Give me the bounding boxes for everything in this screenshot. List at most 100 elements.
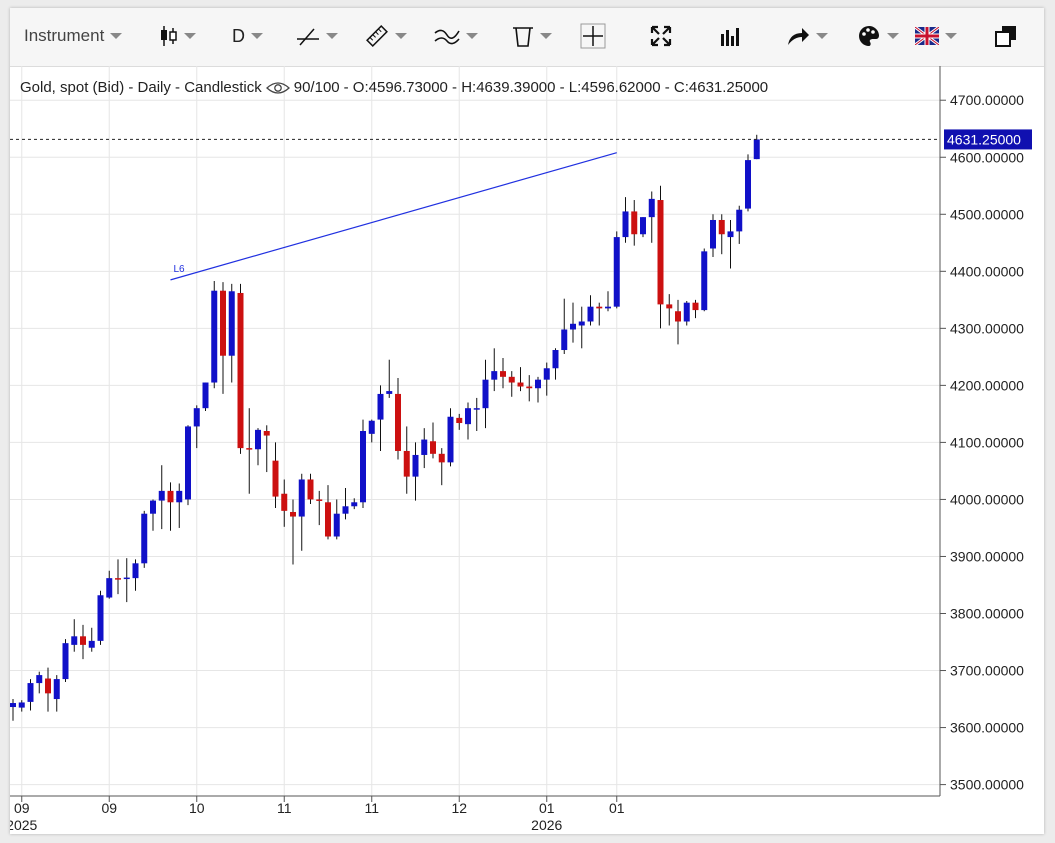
candle-down	[220, 290, 226, 356]
crosshair-icon	[580, 23, 606, 49]
delete-button[interactable]	[512, 21, 552, 51]
ruler-icon	[365, 24, 389, 48]
chart-widget: Instrument D	[10, 8, 1044, 834]
candle-up	[141, 513, 148, 564]
y-tick-label: 4300.00000	[950, 320, 1024, 336]
candle-up	[552, 350, 559, 369]
candle-up	[535, 379, 541, 389]
candle-down	[500, 371, 506, 377]
candle-up	[473, 408, 480, 410]
candle-up	[465, 408, 471, 425]
duplicate-window-icon	[995, 25, 1017, 47]
candle-up	[53, 679, 60, 700]
candle-up	[648, 198, 655, 218]
y-tick-label: 4100.00000	[950, 434, 1024, 450]
candle-up	[228, 291, 235, 356]
candle-up	[605, 306, 611, 309]
candle-up	[360, 431, 366, 503]
timeframe-label: D	[232, 25, 245, 46]
candle-down	[456, 417, 463, 424]
x-tick-month-label: 01	[539, 800, 555, 816]
y-tick-label: 4600.00000	[950, 149, 1024, 165]
candle-down	[237, 292, 244, 449]
fullscreen-icon	[650, 25, 672, 47]
uk-flag-icon	[915, 27, 939, 45]
chart-area[interactable]: 3500.00000 3600.00000 3700.00000 3800.00000…	[10, 66, 1044, 834]
candle-up	[753, 139, 760, 160]
candle-up	[412, 454, 419, 477]
current-price-tag	[944, 129, 1032, 150]
candle-up	[570, 323, 576, 330]
eye-icon[interactable]	[265, 81, 290, 95]
candle-up	[368, 420, 375, 434]
candle-up	[727, 231, 734, 238]
candle-down	[657, 200, 664, 305]
candle-up	[377, 393, 384, 420]
line-tool-icon	[296, 25, 320, 47]
candle-up	[202, 382, 209, 409]
candle-down	[675, 311, 681, 322]
candle-down	[45, 678, 51, 694]
candlestick-chart[interactable]: 3500.00000 3600.00000 3700.00000 3800.00000…	[10, 66, 1044, 834]
candle-up	[561, 329, 568, 351]
candle-down	[631, 211, 638, 235]
candle-up	[27, 683, 34, 702]
x-tick-month-label: 11	[364, 800, 379, 816]
candle-down	[403, 450, 410, 477]
crosshair-button[interactable]	[580, 21, 606, 51]
candle-up	[88, 640, 95, 648]
language-selector[interactable]	[915, 21, 957, 51]
x-tick-month-label: 09	[101, 800, 117, 816]
share-button[interactable]	[786, 21, 828, 51]
theme-button[interactable]	[857, 21, 899, 51]
y-tick-label: 4000.00000	[950, 491, 1024, 507]
chevron-down-icon	[887, 33, 899, 39]
candle-down	[395, 393, 401, 451]
y-tick-label: 3600.00000	[950, 720, 1024, 736]
y-tick-label: 4700.00000	[950, 92, 1024, 108]
volume-button[interactable]	[720, 21, 742, 51]
x-tick-year-label: 2025	[10, 817, 38, 833]
chevron-down-icon	[540, 33, 552, 39]
candlestick-icon	[160, 24, 178, 48]
indicators-button[interactable]	[434, 21, 478, 51]
candle-up	[10, 703, 16, 708]
candle-down	[115, 578, 121, 580]
detach-window-button[interactable]	[995, 21, 1017, 51]
candle-down	[718, 219, 725, 235]
x-tick-month-label: 01	[609, 800, 625, 816]
chart-legend: Gold, spot (Bid) - Daily - Candlestick 9…	[20, 79, 768, 96]
candle-down	[508, 376, 515, 383]
candle-up	[613, 237, 620, 307]
candle-up	[255, 429, 261, 450]
candle-up	[211, 290, 218, 383]
ohlc-values: - O:4596.73000 - H:4639.39000 - L:4596.6…	[343, 79, 769, 96]
x-tick-year-label: 2026	[531, 817, 562, 833]
instrument-selector[interactable]: Instrument	[24, 21, 123, 51]
candle-up	[333, 513, 340, 537]
candle-up	[622, 211, 629, 238]
candle-up	[543, 368, 550, 380]
timeframe-selector[interactable]: D	[232, 21, 263, 51]
candle-up	[176, 490, 183, 503]
candle-up	[701, 251, 708, 311]
y-tick-label: 3800.00000	[950, 606, 1024, 622]
trendline-l6	[170, 152, 617, 281]
candle-up	[447, 416, 454, 463]
chart-type-selector[interactable]	[160, 21, 196, 51]
chevron-down-icon	[395, 33, 407, 39]
candle-up	[351, 502, 358, 507]
y-tick-label: 4400.00000	[950, 263, 1024, 279]
candle-down	[246, 448, 253, 450]
candle-up	[106, 578, 113, 598]
y-tick-label: 3900.00000	[950, 548, 1024, 564]
candle-up	[36, 675, 43, 684]
candle-up	[578, 321, 585, 326]
y-tick-label: 4500.00000	[950, 206, 1024, 222]
trendline-label: L6	[174, 264, 186, 275]
ruler-tool-button[interactable]	[365, 21, 407, 51]
line-tool-button[interactable]	[296, 21, 338, 51]
x-tick-month-label: 12	[451, 800, 467, 816]
candle-up	[640, 217, 646, 235]
fullscreen-button[interactable]	[650, 21, 672, 51]
